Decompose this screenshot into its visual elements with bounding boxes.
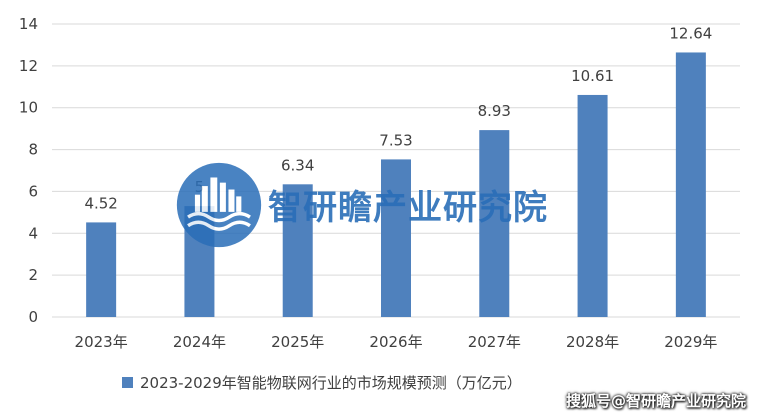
data-label: 4.52 [84,194,117,212]
y-tick-label: 6 [28,182,38,200]
x-tick-label: 2028年 [566,333,619,351]
data-label: 7.53 [379,131,412,149]
x-tick-label: 2027年 [468,333,521,351]
y-tick-label: 0 [28,308,38,326]
source-credit: 搜狐号@智研瞻产业研究院 [565,392,746,410]
bar [479,130,510,317]
y-tick-label: 2 [28,266,38,284]
legend-swatch [122,376,133,388]
data-label: 12.64 [669,24,712,42]
legend: 2023-2029年智能物联网行业的市场规模预测（万亿元） [122,372,522,392]
y-tick-label: 8 [28,141,38,159]
bar [675,52,706,317]
y-tick-label: 10 [19,99,38,117]
city-skyline-logo-icon [176,162,262,248]
y-tick-label: 4 [28,224,38,242]
x-tick-label: 2023年 [75,333,128,351]
x-tick-label: 2029年 [664,333,717,351]
y-tick-label: 14 [19,15,38,33]
x-tick-label: 2024年 [173,333,226,351]
data-label: 10.61 [571,67,614,85]
bar [381,159,411,317]
watermark-text: 智研瞻产业研究院 [268,188,548,228]
bar [86,222,117,317]
legend-label: 2023-2029年智能物联网行业的市场规模预测（万亿元） [140,373,522,392]
x-tick-label: 2026年 [369,333,422,351]
y-tick-label: 12 [19,57,38,75]
bar [577,94,608,317]
x-tick-label: 2025年 [271,333,324,351]
bar [282,184,313,317]
data-label: 8.93 [478,102,511,120]
data-label: 6.34 [281,156,314,174]
